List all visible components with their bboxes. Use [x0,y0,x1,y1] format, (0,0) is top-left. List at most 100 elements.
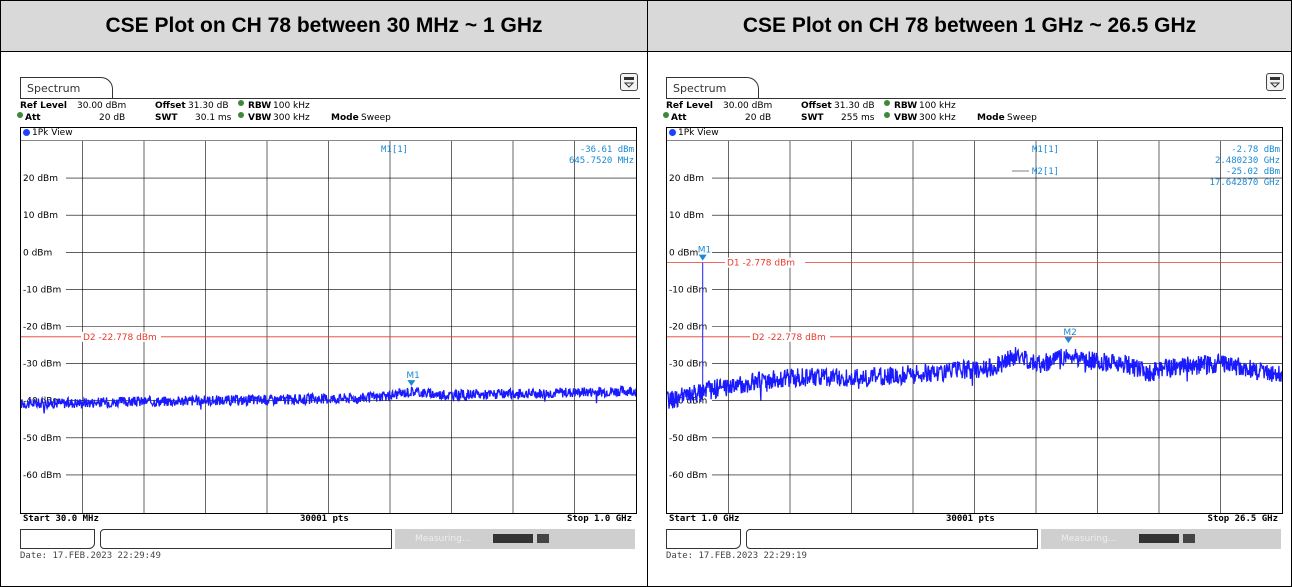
mode-label: Mode [331,113,359,123]
marker-label: M1 [406,371,420,381]
status-bar: Measuring... [666,529,1281,549]
marker-readout-label: M1[1] [381,145,408,155]
stop-frequency: Stop 26.5 GHz [1207,514,1278,524]
column-divider [647,51,648,586]
swt-value: 255 ms [841,113,875,123]
measuring-label: Measuring... [1061,534,1117,544]
date-stamp: Date: 17.FEB.2023 22:29:19 [666,551,807,561]
spectrum-panel-2: Spectrum Ref Level 30.00 dBm Offset 31.3… [661,67,1286,585]
limit-label-bg [81,331,161,342]
att-value: 20 dB [745,113,772,123]
mode-label: Mode [977,113,1005,123]
y-tick-label: -40 dBm [669,397,707,407]
date-stamp: Date: 17.FEB.2023 22:29:49 [20,551,161,561]
att-label: Att [25,113,41,123]
vbw-value: 300 kHz [919,113,956,123]
marker-label: M1 [698,246,712,256]
marker-label: M2 [1063,328,1077,338]
trace-dot-icon [669,129,676,136]
view-label: 1Pk View [678,128,719,138]
offset-value: 31.30 dB [834,101,875,111]
swt-label: SWT [801,113,824,123]
menu-expand-icon[interactable] [1266,73,1284,91]
ref-level-value: 30.00 dBm [77,101,127,111]
view-label: 1Pk View [32,128,73,138]
frequency-bar: Start 30.0 MHz 30001 pts Stop 1.0 GHz [20,514,635,527]
marker-readout-value: -2.78 dBm [1231,145,1280,155]
trace-dot-icon [23,129,30,136]
instrument-settings: Ref Level 30.00 dBm Offset 31.30 dB RBW … [661,99,1286,127]
start-frequency: Start 30.0 MHz [23,514,99,524]
limit-line-label: D1 -2.778 dBm [727,259,795,269]
spectrum-tab[interactable]: Spectrum [666,77,759,99]
limit-label-bg [725,257,805,268]
status-field-2[interactable] [746,529,1038,549]
rbw-value: 100 kHz [919,101,956,111]
y-tick-label: 20 dBm [23,174,58,184]
trace-view-bar: 1Pk View [667,128,1282,141]
spectrum-panel-1: Spectrum Ref Level 30.00 dBm Offset 31.3… [15,67,640,585]
att-value: 20 dB [99,113,126,123]
att-label: Att [671,113,687,123]
limit-line-label: D2 -22.778 dBm [752,333,826,343]
marker-triangle-icon [407,380,416,387]
tab-underline [666,98,1286,99]
instrument-settings: Ref Level 30.00 dBm Offset 31.30 dB RBW … [15,99,640,127]
measuring-label: Measuring... [415,534,471,544]
marker-triangle-icon [698,254,707,261]
swt-label: SWT [155,113,178,123]
status-bar: Measuring... [20,529,635,549]
status-field-1[interactable] [20,529,95,549]
y-tick-label: -60 dBm [669,471,707,481]
marker-triangle-icon [1064,337,1073,344]
y-tick-label: 10 dBm [23,211,58,221]
status-field-2[interactable] [100,529,392,549]
left-plot-title: CSE Plot on CH 78 between 30 MHz ~ 1 GHz [1,1,648,52]
rbw-label: RBW [248,101,272,111]
y-tick-label: 10 dBm [669,211,704,221]
ref-level-value: 30.00 dBm [723,101,773,111]
y-tick-label: -30 dBm [669,360,707,370]
y-tick-label: -50 dBm [669,434,707,444]
y-tick-label: -60 dBm [23,471,61,481]
ref-level-label: Ref Level [20,101,67,111]
offset-label: Offset [801,101,832,111]
marker-readout-value: -36.61 dBm [580,145,634,155]
start-frequency: Start 1.0 GHz [669,514,740,524]
limit-label-bg [750,331,830,342]
vbw-value: 300 kHz [273,113,310,123]
ref-level-label: Ref Level [666,101,713,111]
swt-value: 30.1 ms [195,113,232,123]
point-count: 30001 pts [946,514,995,524]
activity-icon [537,534,549,543]
trace-view-bar: 1Pk View [21,128,636,141]
limit-line-label: D2 -22.778 dBm [83,333,157,343]
offset-label: Offset [155,101,186,111]
status-field-1[interactable] [666,529,741,549]
tab-underline [20,98,640,99]
y-tick-label: -30 dBm [23,360,61,370]
activity-icon [1183,534,1195,543]
marker-readout-label: M2[1] [1032,167,1059,177]
measuring-indicator: Measuring... [1041,529,1281,549]
menu-expand-icon[interactable] [620,73,638,91]
marker-readout-value: -25.02 dBm [1226,167,1280,177]
y-tick-label: -10 dBm [669,285,707,295]
y-tick-label: -20 dBm [23,323,61,333]
marker-readout-frequency: 17.642870 GHz [1210,178,1280,188]
measuring-indicator: Measuring... [395,529,635,549]
marker-readout-frequency: 2.480230 GHz [1215,156,1280,166]
progress-bar [1139,534,1179,543]
point-count: 30001 pts [300,514,349,524]
spectrum-screen: 1Pk View 20 dBm 10 dBm 0 dBm -10 dBm -20 dBm… [20,127,637,514]
progress-bar [493,534,533,543]
offset-value: 31.30 dB [188,101,229,111]
spectrum-trace-line [667,347,1282,409]
y-tick-label: -10 dBm [23,285,61,295]
marker-readout-frequency: 645.7520 MHz [569,156,634,166]
vbw-label: VBW [894,113,918,123]
spectrum-tab[interactable]: Spectrum [20,77,113,99]
